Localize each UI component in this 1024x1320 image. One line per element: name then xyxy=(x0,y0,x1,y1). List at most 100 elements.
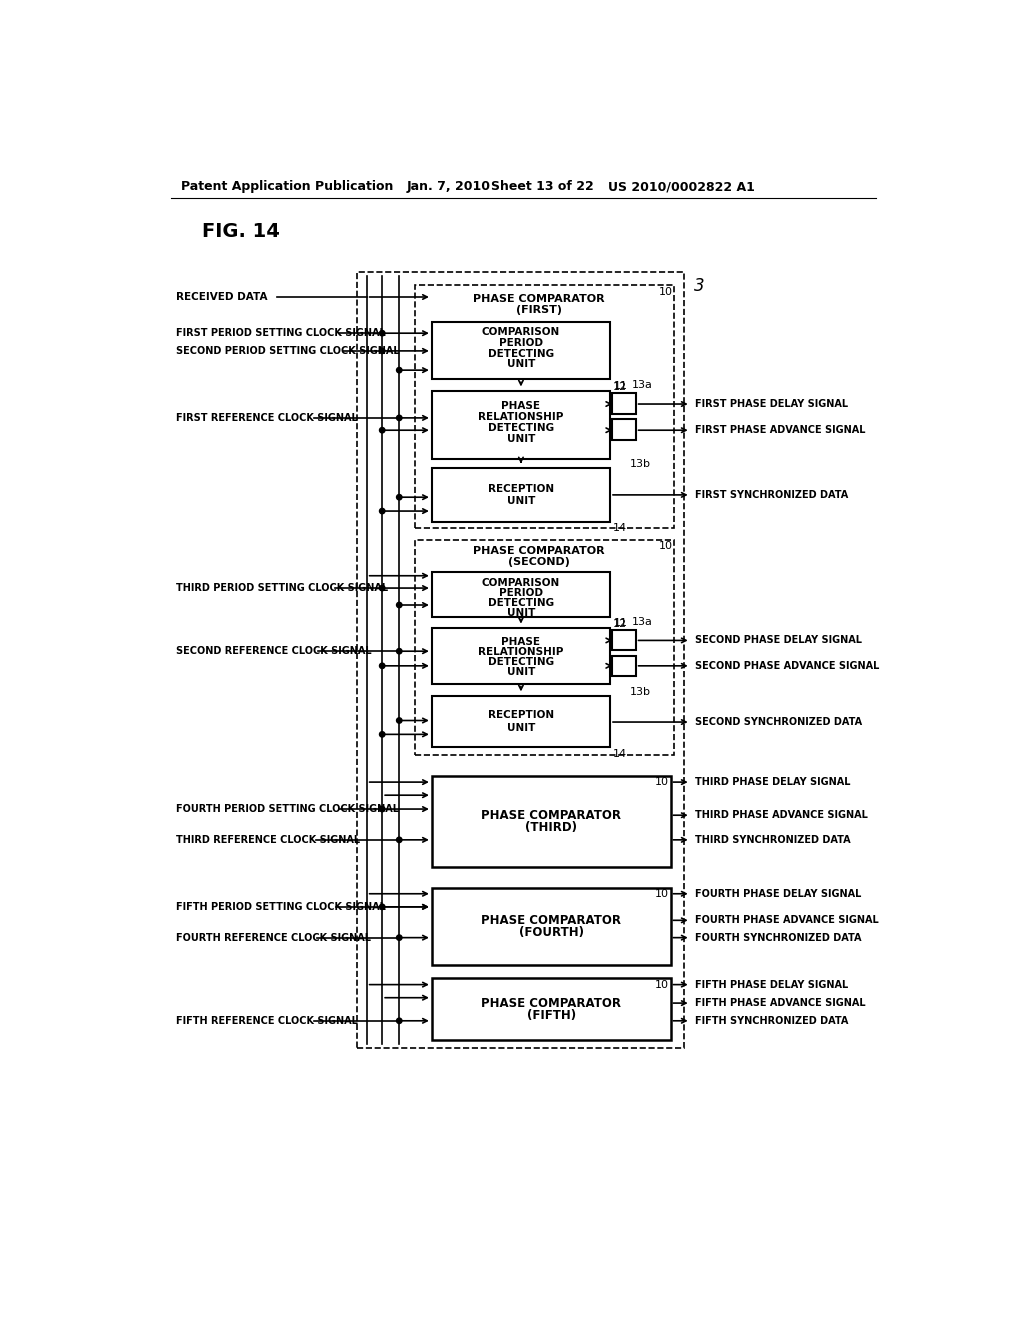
Text: 3: 3 xyxy=(693,277,705,296)
Text: SECOND REFERENCE CLOCK SIGNAL: SECOND REFERENCE CLOCK SIGNAL xyxy=(176,647,372,656)
Text: 14: 14 xyxy=(612,523,627,533)
Text: FIRST PHASE ADVANCE SIGNAL: FIRST PHASE ADVANCE SIGNAL xyxy=(695,425,866,436)
Text: DETECTING: DETECTING xyxy=(487,422,554,433)
Text: PHASE COMPARATOR: PHASE COMPARATOR xyxy=(481,913,622,927)
Text: THIRD REFERENCE CLOCK SIGNAL: THIRD REFERENCE CLOCK SIGNAL xyxy=(176,834,360,845)
Circle shape xyxy=(396,648,402,653)
Text: DETECTING: DETECTING xyxy=(487,657,554,667)
Text: FOURTH PHASE ADVANCE SIGNAL: FOURTH PHASE ADVANCE SIGNAL xyxy=(695,915,879,925)
Text: 11: 11 xyxy=(614,380,628,391)
Bar xyxy=(432,322,610,379)
Text: UNIT: UNIT xyxy=(507,496,536,506)
Circle shape xyxy=(380,585,385,591)
Text: FIFTH SYNCHRONIZED DATA: FIFTH SYNCHRONIZED DATA xyxy=(695,1016,849,1026)
Text: 14: 14 xyxy=(612,748,627,759)
Text: 10: 10 xyxy=(655,890,669,899)
Text: PERIOD: PERIOD xyxy=(499,587,543,598)
Text: 13b: 13b xyxy=(630,686,650,697)
Circle shape xyxy=(396,1018,402,1023)
Text: 10: 10 xyxy=(655,979,669,990)
Text: FIFTH PHASE ADVANCE SIGNAL: FIFTH PHASE ADVANCE SIGNAL xyxy=(695,998,866,1008)
Text: DETECTING: DETECTING xyxy=(487,598,554,607)
Bar xyxy=(432,696,610,747)
Circle shape xyxy=(380,508,385,513)
Circle shape xyxy=(380,663,385,668)
Circle shape xyxy=(396,367,402,372)
Circle shape xyxy=(380,807,385,812)
Text: FIRST PHASE DELAY SIGNAL: FIRST PHASE DELAY SIGNAL xyxy=(695,399,849,409)
Bar xyxy=(432,469,610,521)
Bar xyxy=(612,393,636,414)
Text: (FIRST): (FIRST) xyxy=(516,305,562,315)
Text: THIRD PHASE ADVANCE SIGNAL: THIRD PHASE ADVANCE SIGNAL xyxy=(695,810,868,820)
Text: FIFTH REFERENCE CLOCK SIGNAL: FIFTH REFERENCE CLOCK SIGNAL xyxy=(176,1016,358,1026)
Text: FIRST REFERENCE CLOCK SIGNAL: FIRST REFERENCE CLOCK SIGNAL xyxy=(176,413,357,422)
Text: 12: 12 xyxy=(612,619,627,630)
Text: (FIFTH): (FIFTH) xyxy=(526,1008,575,1022)
Text: US 2010/0002822 A1: US 2010/0002822 A1 xyxy=(608,181,756,194)
Text: FIFTH PERIOD SETTING CLOCK SIGNAL: FIFTH PERIOD SETTING CLOCK SIGNAL xyxy=(176,902,386,912)
Bar xyxy=(432,628,610,684)
Text: UNIT: UNIT xyxy=(507,434,536,444)
Circle shape xyxy=(380,904,385,909)
Text: UNIT: UNIT xyxy=(507,607,536,618)
Text: PHASE COMPARATOR: PHASE COMPARATOR xyxy=(473,546,604,556)
Text: FIG. 14: FIG. 14 xyxy=(202,222,280,242)
Text: UNIT: UNIT xyxy=(507,723,536,733)
Text: PHASE: PHASE xyxy=(502,638,541,647)
Text: PHASE COMPARATOR: PHASE COMPARATOR xyxy=(481,997,622,1010)
Text: 13a: 13a xyxy=(632,616,652,627)
Circle shape xyxy=(380,348,385,354)
Text: (SECOND): (SECOND) xyxy=(508,557,569,566)
Text: COMPARISON: COMPARISON xyxy=(482,578,560,587)
Text: 10: 10 xyxy=(658,541,673,550)
Text: PHASE COMPARATOR: PHASE COMPARATOR xyxy=(473,293,604,304)
Text: 13b: 13b xyxy=(630,459,650,469)
Bar xyxy=(432,887,671,965)
Text: FOURTH SYNCHRONIZED DATA: FOURTH SYNCHRONIZED DATA xyxy=(695,933,862,942)
Text: Patent Application Publication: Patent Application Publication xyxy=(180,181,393,194)
Text: THIRD SYNCHRONIZED DATA: THIRD SYNCHRONIZED DATA xyxy=(695,834,851,845)
Text: FOURTH PERIOD SETTING CLOCK SIGNAL: FOURTH PERIOD SETTING CLOCK SIGNAL xyxy=(176,804,399,814)
Text: FIFTH PHASE DELAY SIGNAL: FIFTH PHASE DELAY SIGNAL xyxy=(695,979,849,990)
Bar xyxy=(415,540,675,755)
Text: 11: 11 xyxy=(614,618,628,628)
Text: THIRD PERIOD SETTING CLOCK SIGNAL: THIRD PERIOD SETTING CLOCK SIGNAL xyxy=(176,583,388,593)
Circle shape xyxy=(396,718,402,723)
Text: 12: 12 xyxy=(612,381,627,392)
Text: RELATIONSHIP: RELATIONSHIP xyxy=(478,412,563,422)
Bar xyxy=(356,272,684,1048)
Text: Sheet 13 of 22: Sheet 13 of 22 xyxy=(490,181,594,194)
Bar xyxy=(415,285,675,528)
Circle shape xyxy=(380,330,385,335)
Text: DETECTING: DETECTING xyxy=(487,348,554,359)
Text: (THIRD): (THIRD) xyxy=(525,821,578,834)
Bar xyxy=(612,420,636,441)
Circle shape xyxy=(380,731,385,737)
Bar xyxy=(432,978,671,1040)
Bar xyxy=(612,656,636,676)
Text: PERIOD: PERIOD xyxy=(499,338,543,347)
Text: SECOND PERIOD SETTING CLOCK SIGNAL: SECOND PERIOD SETTING CLOCK SIGNAL xyxy=(176,346,399,356)
Text: (FOURTH): (FOURTH) xyxy=(518,927,584,939)
Bar xyxy=(612,631,636,651)
Text: FOURTH REFERENCE CLOCK SIGNAL: FOURTH REFERENCE CLOCK SIGNAL xyxy=(176,933,371,942)
Text: COMPARISON: COMPARISON xyxy=(482,327,560,337)
Text: FIRST PERIOD SETTING CLOCK SIGNAL: FIRST PERIOD SETTING CLOCK SIGNAL xyxy=(176,329,386,338)
Text: PHASE: PHASE xyxy=(502,401,541,412)
Text: SECOND PHASE ADVANCE SIGNAL: SECOND PHASE ADVANCE SIGNAL xyxy=(695,661,880,671)
Text: Jan. 7, 2010: Jan. 7, 2010 xyxy=(407,181,490,194)
Text: SECOND SYNCHRONIZED DATA: SECOND SYNCHRONIZED DATA xyxy=(695,717,862,727)
Text: UNIT: UNIT xyxy=(507,667,536,677)
Text: UNIT: UNIT xyxy=(507,359,536,370)
Circle shape xyxy=(396,416,402,421)
Text: 10: 10 xyxy=(655,777,669,788)
Text: FIRST SYNCHRONIZED DATA: FIRST SYNCHRONIZED DATA xyxy=(695,490,849,500)
Text: 10: 10 xyxy=(658,286,673,297)
Bar xyxy=(432,572,610,616)
Text: THIRD PHASE DELAY SIGNAL: THIRD PHASE DELAY SIGNAL xyxy=(695,777,851,787)
Text: RECEPTION: RECEPTION xyxy=(487,483,554,494)
Text: SECOND PHASE DELAY SIGNAL: SECOND PHASE DELAY SIGNAL xyxy=(695,635,862,645)
Text: PHASE COMPARATOR: PHASE COMPARATOR xyxy=(481,809,622,822)
Circle shape xyxy=(380,428,385,433)
